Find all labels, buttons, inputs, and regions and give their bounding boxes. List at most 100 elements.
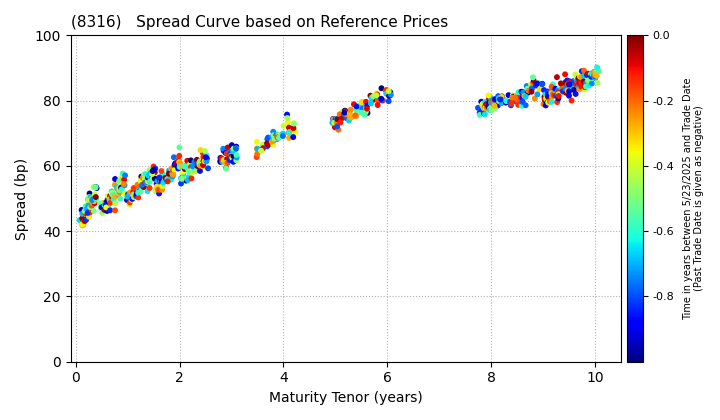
Point — [170, 160, 181, 166]
Point — [505, 102, 517, 109]
Point — [335, 111, 346, 118]
Point — [100, 204, 112, 211]
Point — [492, 93, 504, 100]
Point — [114, 189, 126, 195]
Point — [150, 186, 162, 193]
Point — [218, 157, 230, 163]
Point — [137, 183, 148, 189]
Point — [166, 165, 178, 172]
Point — [114, 195, 126, 202]
Point — [175, 175, 186, 182]
Point — [252, 148, 264, 155]
Point — [479, 111, 490, 118]
Point — [186, 165, 198, 172]
Point — [102, 207, 113, 214]
Point — [376, 85, 387, 92]
Point — [481, 105, 492, 111]
Point — [552, 99, 563, 105]
Point — [99, 202, 110, 209]
Point — [200, 154, 212, 160]
Point — [336, 115, 347, 122]
Point — [194, 163, 206, 169]
Point — [151, 183, 163, 190]
Point — [83, 195, 94, 202]
Point — [257, 141, 269, 148]
Point — [182, 165, 194, 172]
Point — [156, 168, 167, 174]
Point — [220, 164, 232, 171]
Point — [114, 178, 125, 185]
Point — [174, 163, 186, 170]
Point — [529, 95, 541, 102]
Point — [546, 99, 557, 105]
Point — [506, 98, 518, 105]
Point — [137, 181, 148, 188]
Point — [89, 198, 100, 205]
Point — [177, 171, 189, 178]
Point — [230, 145, 242, 152]
Point — [547, 84, 559, 91]
Point — [477, 102, 488, 109]
Point — [81, 216, 92, 223]
Point — [356, 99, 367, 106]
Point — [273, 132, 284, 139]
Point — [364, 92, 376, 99]
Point — [138, 182, 150, 189]
Point — [570, 91, 582, 97]
Point — [336, 108, 348, 115]
Point — [487, 99, 499, 106]
Point — [538, 87, 549, 93]
Point — [341, 111, 352, 118]
Point — [85, 197, 96, 203]
Point — [99, 207, 110, 213]
Point — [192, 157, 204, 164]
Point — [496, 100, 508, 107]
Point — [501, 97, 513, 104]
Point — [117, 170, 128, 177]
Point — [189, 158, 200, 165]
Point — [277, 133, 289, 139]
Point — [217, 156, 229, 163]
Point — [383, 93, 395, 100]
Point — [174, 160, 186, 167]
Point — [215, 158, 226, 165]
Point — [551, 89, 562, 95]
Point — [570, 78, 581, 85]
Point — [385, 92, 397, 99]
Point — [478, 105, 490, 112]
Point — [89, 200, 100, 207]
Point — [383, 89, 395, 95]
Point — [546, 90, 557, 97]
Point — [194, 158, 206, 165]
Point — [504, 99, 516, 105]
Point — [496, 93, 508, 100]
Point — [143, 174, 154, 181]
Point — [231, 154, 243, 161]
Point — [189, 167, 200, 173]
Point — [184, 160, 196, 167]
Point — [503, 92, 514, 98]
Point — [194, 162, 205, 168]
Point — [114, 184, 125, 191]
Point — [191, 156, 202, 163]
Point — [572, 81, 583, 87]
Point — [84, 194, 95, 200]
Point — [271, 136, 283, 142]
Point — [201, 155, 212, 162]
Point — [177, 171, 189, 178]
Point — [198, 158, 210, 165]
Point — [105, 197, 117, 204]
Point — [267, 137, 279, 144]
Point — [117, 181, 128, 187]
Point — [176, 176, 188, 182]
Point — [527, 74, 539, 81]
Point — [329, 124, 341, 131]
Point — [163, 167, 175, 174]
Point — [94, 200, 106, 207]
Point — [138, 171, 150, 178]
Point — [510, 94, 521, 101]
Point — [517, 99, 528, 105]
Point — [478, 101, 490, 108]
Point — [564, 79, 575, 86]
Point — [167, 173, 179, 180]
